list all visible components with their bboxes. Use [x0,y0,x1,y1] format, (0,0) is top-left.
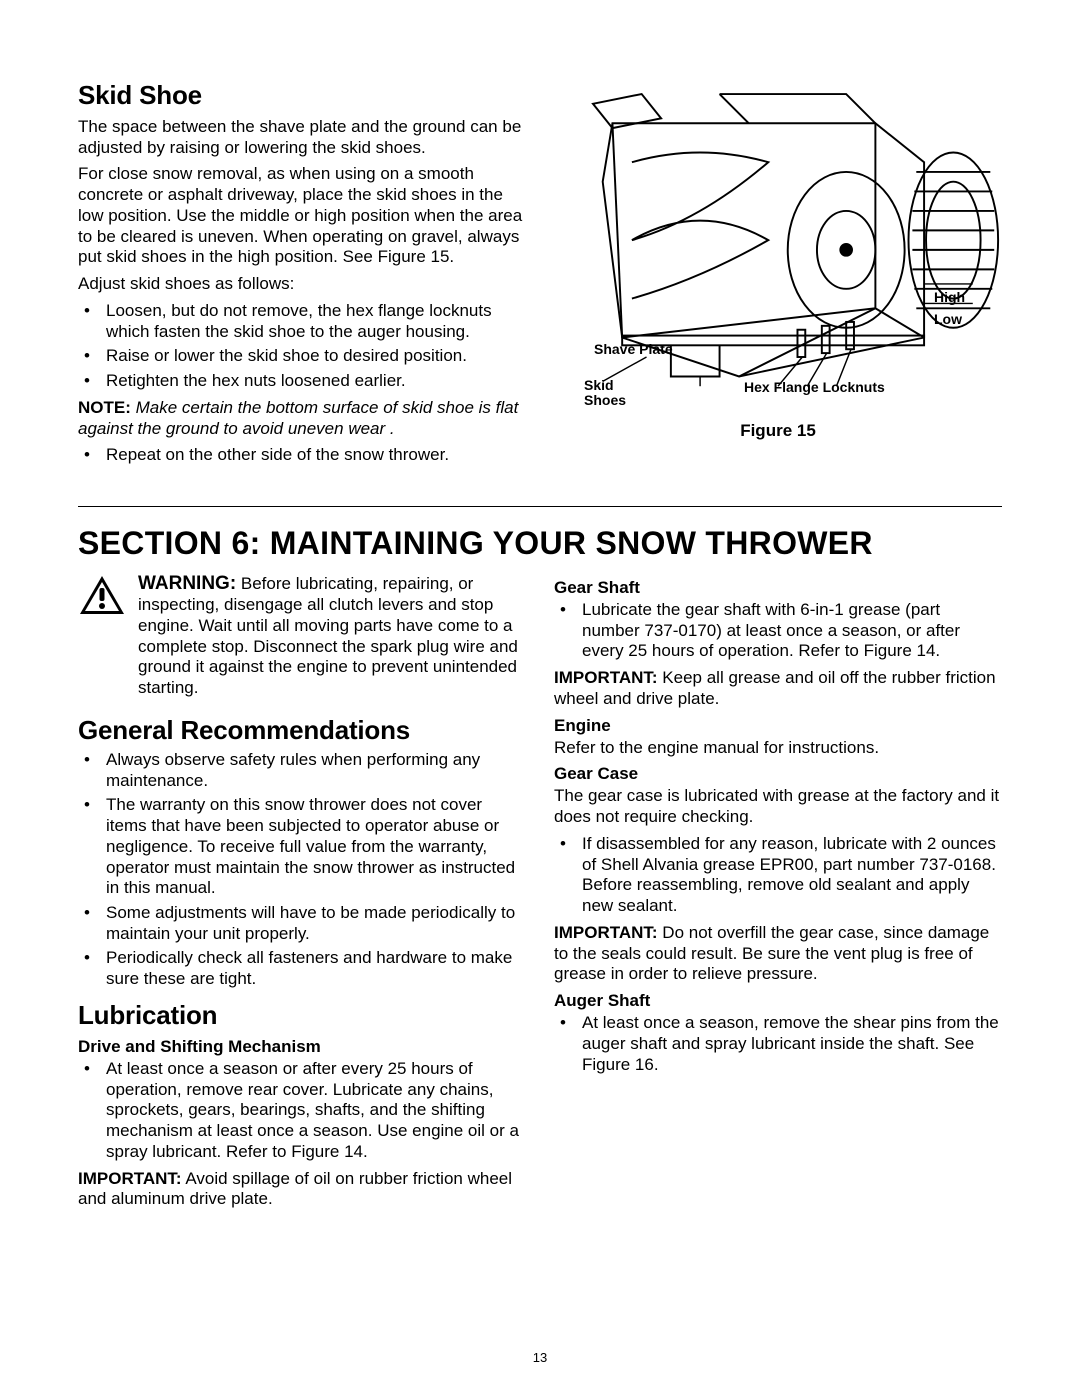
figure-caption: Figure 15 [554,421,1002,441]
list-item: Always observe safety rules when perform… [106,750,526,791]
skid-shoe-list-1: Loosen, but do not remove, the hex flang… [78,301,526,392]
list-item: The warranty on this snow thrower does n… [106,795,526,899]
page-number: 13 [0,1350,1080,1365]
callout-high: High [934,290,965,305]
important-label: IMPORTANT: [554,668,658,687]
section-6-title: SECTION 6: MAINTAINING YOUR SNOW THROWER [78,525,1002,562]
drive-list: At least once a season or after every 25… [78,1059,526,1163]
skid-shoe-text: Skid Shoe The space between the shave pl… [78,80,526,472]
section-divider [78,506,1002,507]
warning-icon [78,574,126,616]
skid-shoe-list-2: Repeat on the other side of the snow thr… [78,445,526,466]
list-item: Loosen, but do not remove, the hex flang… [106,301,526,342]
skid-shoe-title: Skid Shoe [78,80,526,111]
skid-shoe-note: NOTE: Make certain the bottom surface of… [78,398,526,439]
list-item: If disassembled for any reason, lubricat… [582,834,1002,917]
section-6-right: Gear Shaft Lubricate the gear shaft with… [554,572,1002,1216]
skid-shoe-p3: Adjust skid shoes as follows: [78,274,526,295]
list-item: Retighten the hex nuts loosened earlier. [106,371,526,392]
list-item: At least once a season, remove the shear… [582,1013,1002,1075]
snow-thrower-illustration [554,80,1002,410]
skid-shoe-p2: For close snow removal, as when using on… [78,164,526,268]
important-label: IMPORTANT: [554,923,658,942]
note-label: NOTE: [78,398,131,417]
callout-shave-plate: Shave Plate [594,342,673,357]
section-6-body: WARNING: Before lubricating, repairing, … [78,572,1002,1216]
gear-case-important: IMPORTANT: Do not overfill the gear case… [554,923,1002,985]
list-item: Periodically check all fasteners and har… [106,948,526,989]
skid-shoe-block: Skid Shoe The space between the shave pl… [78,80,1002,472]
important-label: IMPORTANT: [78,1169,182,1188]
general-title: General Recommendations [78,715,526,746]
callout-skid-shoes: Skid Shoes [584,378,626,409]
drive-important: IMPORTANT: Avoid spillage of oil on rubb… [78,1169,526,1210]
warning-text: WARNING: Before lubricating, repairing, … [138,572,526,699]
gear-case-list: If disassembled for any reason, lubricat… [554,834,1002,917]
list-item: Lubricate the gear shaft with 6-in-1 gre… [582,600,1002,662]
list-item: Raise or lower the skid shoe to desired … [106,346,526,367]
callout-low: Low [934,312,962,327]
callout-hex-flange: Hex Flange Locknuts [744,380,885,395]
figure-wrap: Shave Plate Skid Shoes Hex Flange Locknu… [554,80,1002,450]
auger-shaft-list: At least once a season, remove the shear… [554,1013,1002,1075]
drive-title: Drive and Shifting Mechanism [78,1037,526,1057]
engine-p1: Refer to the engine manual for instructi… [554,738,1002,759]
gear-shaft-list: Lubricate the gear shaft with 6-in-1 gre… [554,600,1002,662]
section-6-left: WARNING: Before lubricating, repairing, … [78,572,526,1216]
warning-block: WARNING: Before lubricating, repairing, … [78,572,526,705]
gear-shaft-important: IMPORTANT: Keep all grease and oil off t… [554,668,1002,709]
auger-shaft-title: Auger Shaft [554,991,1002,1011]
list-item: Some adjustments will have to be made pe… [106,903,526,944]
lubrication-title: Lubrication [78,1000,526,1031]
list-item: At least once a season or after every 25… [106,1059,526,1163]
list-item: Repeat on the other side of the snow thr… [106,445,526,466]
gear-case-title: Gear Case [554,764,1002,784]
note-body: Make certain the bottom surface of skid … [78,398,518,438]
engine-title: Engine [554,716,1002,736]
figure-15: Shave Plate Skid Shoes Hex Flange Locknu… [554,80,1002,472]
gear-case-p1: The gear case is lubricated with grease … [554,786,1002,827]
warning-label: WARNING: [138,573,236,594]
general-list: Always observe safety rules when perform… [78,750,526,990]
skid-shoe-p1: The space between the shave plate and th… [78,117,526,158]
gear-shaft-title: Gear Shaft [554,578,1002,598]
